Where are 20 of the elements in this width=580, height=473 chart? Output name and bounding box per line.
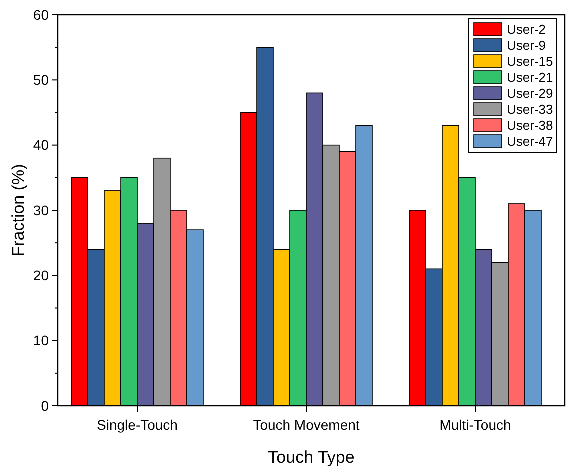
x-tick-label: Multi-Touch — [440, 417, 512, 433]
legend-label: User-21 — [507, 70, 554, 85]
y-axis-title: Fraction (%) — [9, 164, 28, 257]
y-tick-label: 10 — [33, 332, 50, 349]
x-axis-title: Touch Type — [268, 448, 355, 467]
legend-label: User-38 — [507, 118, 554, 133]
legend-label: User-2 — [507, 22, 546, 37]
y-tick-label: 40 — [33, 137, 50, 154]
legend-label: User-33 — [507, 102, 554, 117]
y-tick-label: 50 — [33, 72, 50, 88]
legend-label: User-9 — [507, 38, 546, 53]
y-tick-label: 20 — [33, 268, 50, 284]
legend-label: User-29 — [507, 86, 554, 101]
y-tick-label: 0 — [41, 398, 50, 414]
legend-label: User-47 — [507, 134, 554, 149]
legend-label: User-15 — [507, 54, 554, 69]
y-tick-label: 60 — [33, 6, 50, 23]
x-tick-label: Touch Movement — [253, 417, 360, 433]
y-tick-label: 30 — [33, 202, 50, 218]
x-tick-label: Single-Touch — [97, 417, 178, 433]
